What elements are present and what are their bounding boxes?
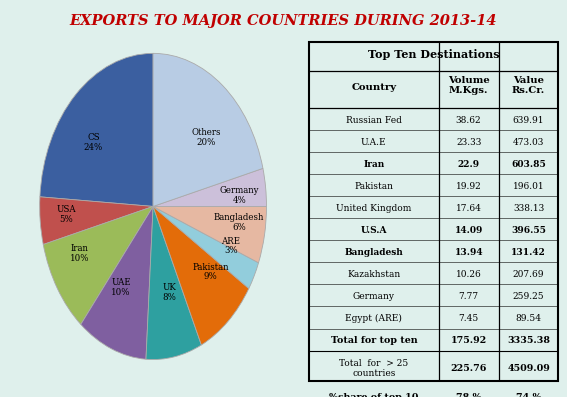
Text: 22.9: 22.9 bbox=[458, 160, 480, 169]
Text: Value
Rs.Cr.: Value Rs.Cr. bbox=[512, 76, 545, 95]
Text: 78 %: 78 % bbox=[456, 393, 481, 397]
Text: Country: Country bbox=[352, 83, 396, 92]
Wedge shape bbox=[146, 206, 201, 360]
Text: EXPORTS TO MAJOR COUNTRIES DURING 2013-14: EXPORTS TO MAJOR COUNTRIES DURING 2013-1… bbox=[70, 14, 497, 28]
Text: Total  for  > 25
countries: Total for > 25 countries bbox=[339, 359, 408, 378]
Text: Others
20%: Others 20% bbox=[192, 128, 221, 147]
Text: 131.42: 131.42 bbox=[511, 248, 546, 257]
Wedge shape bbox=[43, 206, 153, 324]
Wedge shape bbox=[153, 206, 259, 289]
Text: %share of top 10: %share of top 10 bbox=[329, 393, 418, 397]
Wedge shape bbox=[81, 206, 153, 359]
Text: ARE
3%: ARE 3% bbox=[221, 237, 240, 255]
Text: Bangladesh: Bangladesh bbox=[345, 248, 403, 257]
Text: Pakistan
9%: Pakistan 9% bbox=[193, 262, 229, 281]
Text: 13.94: 13.94 bbox=[454, 248, 483, 257]
Text: U.S.A: U.S.A bbox=[361, 226, 387, 235]
Text: Egypt (ARE): Egypt (ARE) bbox=[345, 314, 403, 323]
Text: Kazakhstan: Kazakhstan bbox=[347, 270, 400, 279]
Text: United Kingdom: United Kingdom bbox=[336, 204, 412, 213]
Text: 4509.09: 4509.09 bbox=[507, 364, 550, 373]
Text: 396.55: 396.55 bbox=[511, 226, 546, 235]
Text: 23.33: 23.33 bbox=[456, 138, 481, 146]
Text: Russian Fed: Russian Fed bbox=[346, 116, 402, 125]
Text: 473.03: 473.03 bbox=[513, 138, 544, 146]
Wedge shape bbox=[153, 53, 263, 206]
Text: Pakistan: Pakistan bbox=[354, 182, 393, 191]
Text: 7.45: 7.45 bbox=[459, 314, 479, 323]
Text: 7.77: 7.77 bbox=[459, 292, 479, 301]
Text: Germany: Germany bbox=[353, 292, 395, 301]
Text: U.A.E: U.A.E bbox=[361, 138, 387, 146]
Text: Iran
10%: Iran 10% bbox=[70, 244, 89, 262]
Text: 14.09: 14.09 bbox=[455, 226, 483, 235]
Text: 89.54: 89.54 bbox=[515, 314, 541, 323]
Text: Total for top ten: Total for top ten bbox=[331, 336, 417, 345]
Text: Iran: Iran bbox=[363, 160, 384, 169]
Text: 338.13: 338.13 bbox=[513, 204, 544, 213]
Text: Bangladesh
6%: Bangladesh 6% bbox=[214, 214, 264, 232]
Text: Germany
4%: Germany 4% bbox=[220, 186, 260, 205]
Wedge shape bbox=[153, 206, 249, 345]
Text: 259.25: 259.25 bbox=[513, 292, 544, 301]
Text: 225.76: 225.76 bbox=[451, 364, 487, 373]
Text: Volume
M.Kgs.: Volume M.Kgs. bbox=[448, 76, 489, 95]
Text: UAE
10%: UAE 10% bbox=[111, 278, 131, 297]
Text: 639.91: 639.91 bbox=[513, 116, 544, 125]
Text: 74 %: 74 % bbox=[516, 393, 541, 397]
Text: 10.26: 10.26 bbox=[456, 270, 481, 279]
Text: CS
24%: CS 24% bbox=[84, 133, 103, 152]
Text: 17.64: 17.64 bbox=[456, 204, 481, 213]
Text: 19.92: 19.92 bbox=[456, 182, 481, 191]
Text: 207.69: 207.69 bbox=[513, 270, 544, 279]
Text: USA
5%: USA 5% bbox=[56, 205, 76, 224]
Text: 38.62: 38.62 bbox=[456, 116, 481, 125]
Wedge shape bbox=[153, 206, 266, 263]
Wedge shape bbox=[40, 197, 153, 245]
Text: UK
8%: UK 8% bbox=[163, 283, 176, 302]
Text: Top Ten Destinations: Top Ten Destinations bbox=[368, 49, 500, 60]
Text: 3335.38: 3335.38 bbox=[507, 336, 550, 345]
Wedge shape bbox=[40, 53, 153, 206]
Text: 175.92: 175.92 bbox=[451, 336, 487, 345]
Wedge shape bbox=[153, 168, 266, 206]
Text: 196.01: 196.01 bbox=[513, 182, 544, 191]
Text: 603.85: 603.85 bbox=[511, 160, 546, 169]
